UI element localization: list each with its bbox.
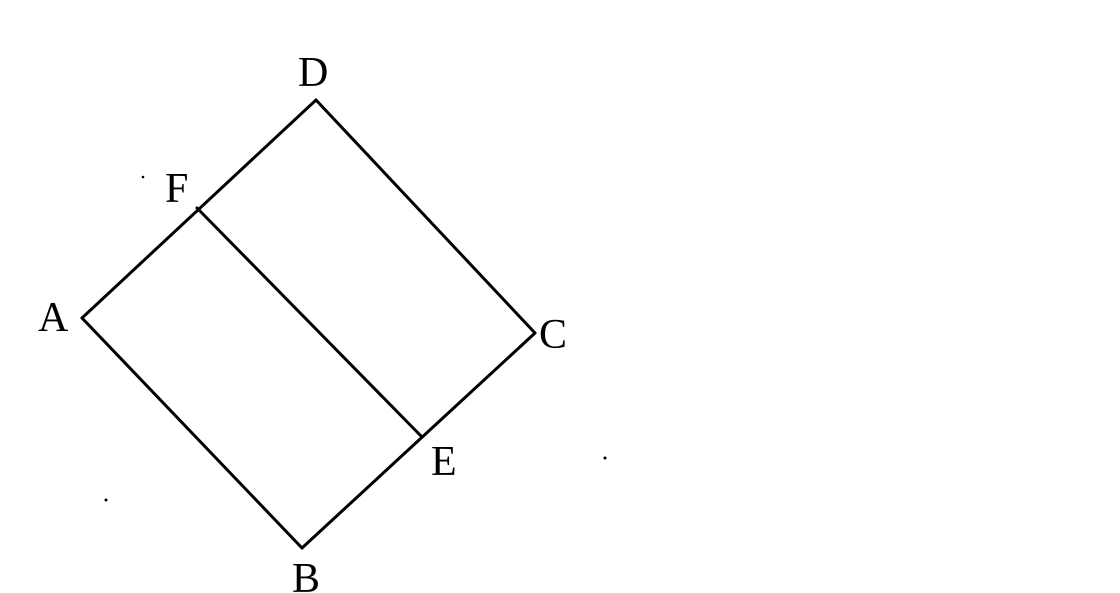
segment-bc — [300, 331, 537, 550]
scan-speck — [603, 456, 607, 460]
label-point-d: D — [298, 50, 328, 96]
scan-speck — [141, 175, 145, 179]
label-point-a: A — [38, 295, 69, 341]
segment-cd — [314, 98, 537, 335]
label-point-e: E — [431, 439, 457, 485]
label-point-f: F — [165, 166, 188, 212]
label-point-b: B — [292, 556, 320, 593]
scan-speck — [104, 498, 108, 502]
label-point-c: C — [539, 312, 567, 358]
segment-fe — [195, 206, 423, 438]
segment-ab — [80, 316, 304, 550]
